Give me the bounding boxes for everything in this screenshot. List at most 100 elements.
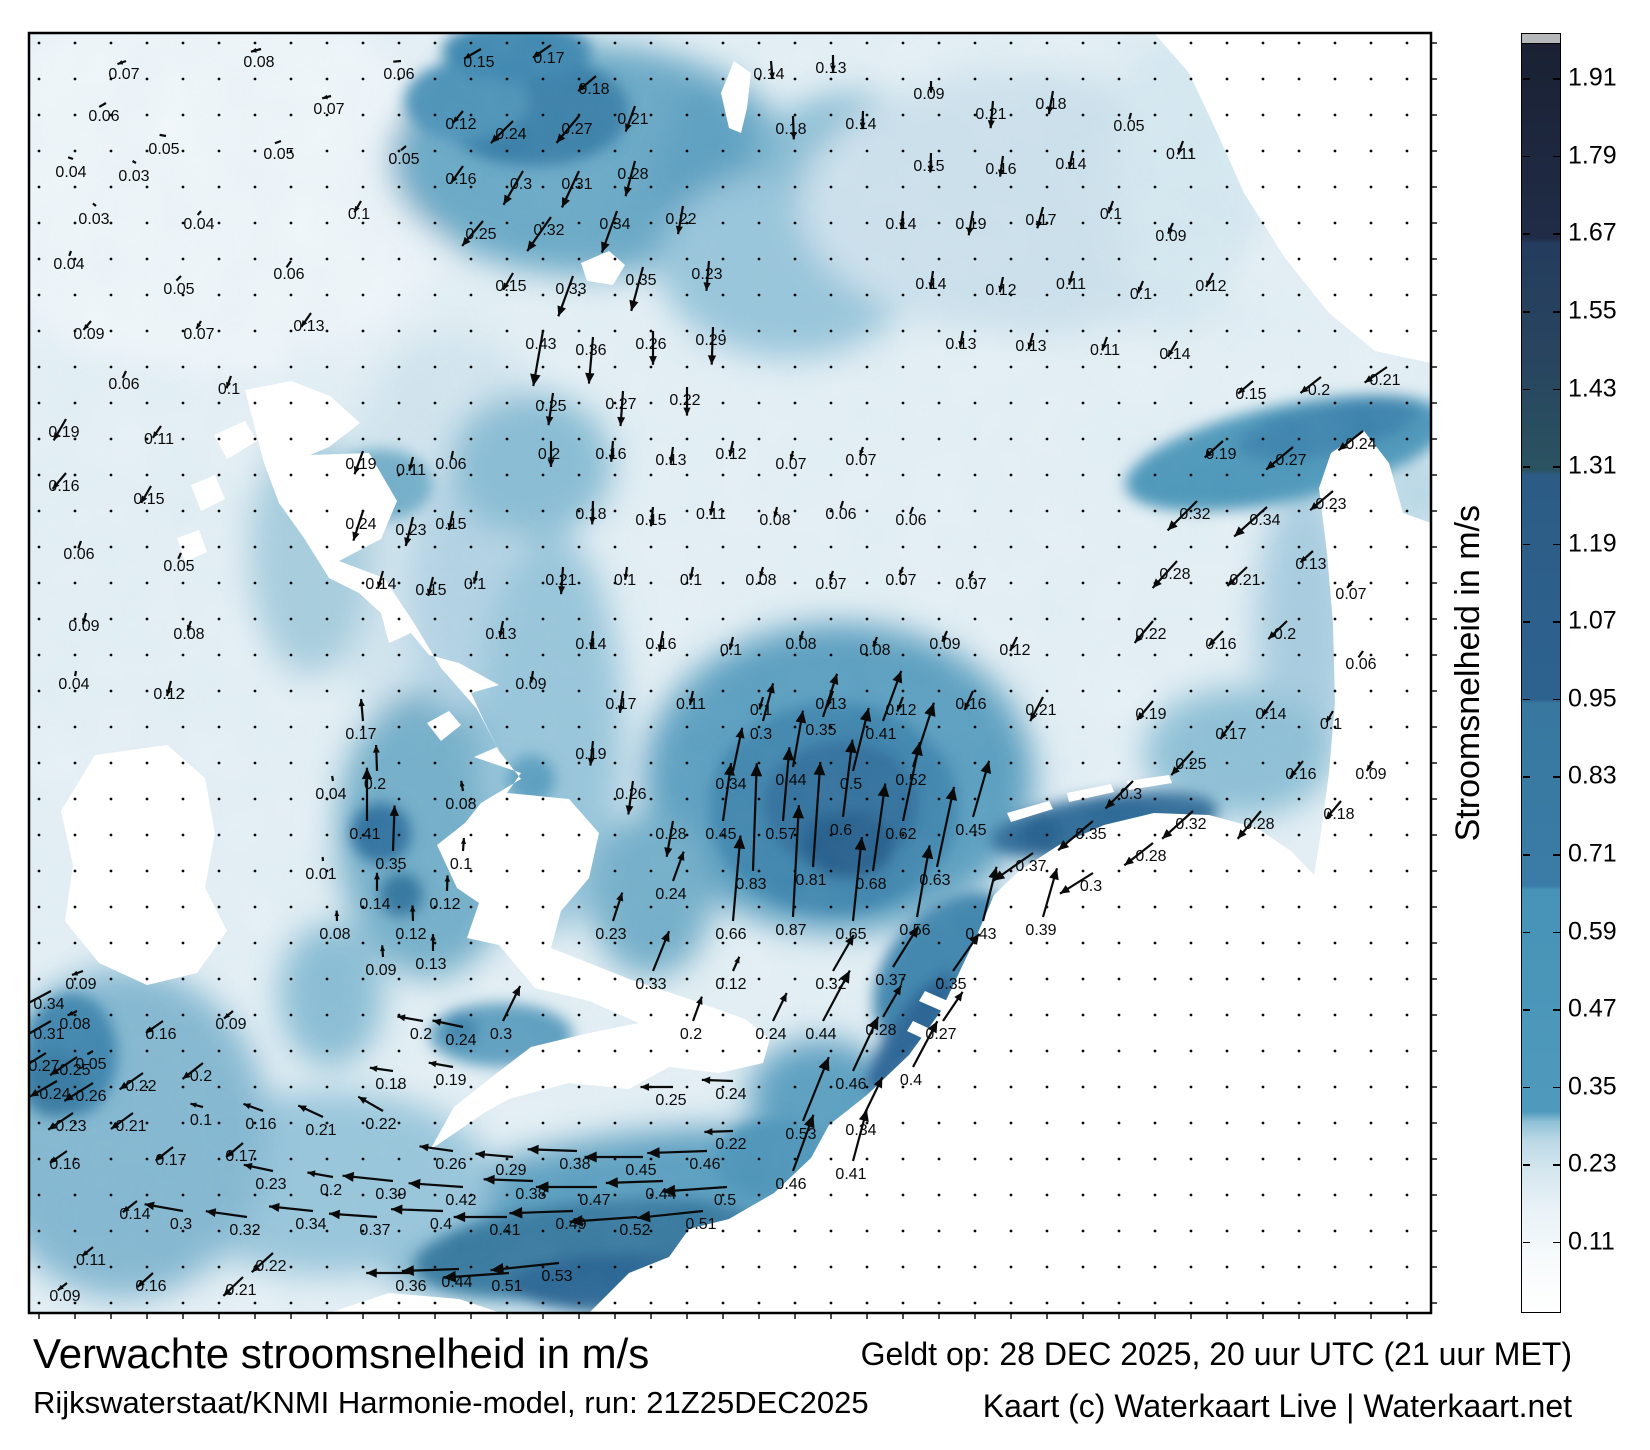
current-vector: 0.68 (855, 783, 890, 893)
current-vector: 0.3 (502, 170, 532, 206)
current-vector: 0.32 (526, 216, 565, 252)
current-vector: 0.26 (615, 780, 647, 815)
colorbar-tick-label: 1.19 (1568, 529, 1617, 558)
current-vector: 0.12 (985, 276, 1017, 299)
current-speed-value: 0.21 (617, 111, 648, 128)
current-speed-value: 0.24 (715, 1086, 746, 1103)
current-speed-value: 0.1 (190, 1112, 212, 1129)
current-vector: 0.13 (485, 620, 517, 643)
current-speed-value: 0.24 (755, 1026, 786, 1043)
current-vector: 0.28 (1236, 810, 1275, 840)
current-vector: 0.3 (750, 683, 775, 743)
current-speed-value: 0.09 (65, 976, 96, 993)
current-speed-value: 0.08 (859, 642, 890, 659)
current-vector: 0.2 (1299, 376, 1330, 399)
current-speed-value: 0.14 (359, 896, 390, 913)
current-vector: 0.07 (775, 450, 807, 473)
current-vector: 0.41 (865, 670, 903, 743)
current-vector: 0.06 (88, 102, 120, 125)
colorbar-tick-mark (1552, 1164, 1560, 1166)
current-vector: 0.24 (755, 992, 788, 1043)
current-speed-value: 0.41 (349, 826, 380, 843)
current-speed-value: 0.06 (825, 506, 856, 523)
current-vector: 0.22 (704, 1128, 747, 1153)
current-vector: 0.34 (715, 727, 747, 793)
current-vector: 0.13 (1295, 550, 1327, 573)
current-vector: 0.22 (118, 1072, 157, 1095)
current-speed-value: 0.03 (118, 168, 149, 185)
current-speed-value: 0.2 (680, 1026, 702, 1043)
colorbar-tick-label: 0.35 (1568, 1072, 1617, 1101)
current-speed-value: 0.65 (835, 926, 866, 943)
colorbar-tick-mark (1522, 1241, 1530, 1244)
current-vector: 0.81 (795, 761, 827, 889)
current-speed-value: 0.18 (575, 506, 606, 523)
current-speed-value: 0.18 (578, 81, 609, 98)
island-hebrides-2 (191, 475, 225, 511)
current-vector: 0.19 (1135, 700, 1167, 723)
current-speed-value: 0.23 (255, 1176, 286, 1193)
current-speed-value: 0.07 (313, 101, 344, 118)
current-vector: 0.15 (635, 506, 667, 529)
current-vector: 0.12 (1195, 272, 1227, 295)
colorbar-tick-mark (1522, 1086, 1530, 1089)
current-speed-value: 0.17 (225, 1148, 256, 1165)
colorbar-tick-mark (1552, 466, 1560, 468)
current-vector: 0.35 (1057, 820, 1107, 852)
current-speed-value: 0.11 (696, 506, 726, 523)
current-speed-value: 0.21 (1369, 372, 1400, 389)
land-brittany (329, 1293, 501, 1313)
current-speed-value: 0.15 (133, 491, 164, 508)
current-speed-value: 0.44 (805, 1026, 836, 1043)
current-vector: 0.33 (635, 930, 671, 993)
current-speed-value: 0.14 (885, 216, 916, 233)
current-vector: 0.25 (640, 1083, 687, 1109)
current-vector: 0.12 (715, 440, 747, 463)
current-speed-value: 0.18 (775, 121, 806, 138)
current-speed-value: 0.41 (835, 1166, 866, 1183)
current-vector: 0.09 (913, 81, 945, 103)
current-vector: 0.29 (475, 1150, 527, 1179)
current-vector: 0.08 (785, 630, 817, 653)
current-speed-value: 0.22 (125, 1078, 156, 1095)
colorbar-tick-mark (1552, 776, 1560, 779)
current-speed-value: 0.24 (39, 1086, 70, 1103)
current-vector: 0.17 (532, 44, 565, 67)
current-vector: 0.24 (29, 1080, 71, 1103)
colorbar-overflow-cap (1522, 34, 1560, 44)
current-vector: 0.11 (696, 500, 726, 523)
current-speed-value: 0.24 (655, 886, 686, 903)
current-speed-value: 0.05 (388, 151, 419, 168)
current-speed-value: 0.04 (58, 676, 89, 693)
current-vector: 0.21 (617, 105, 649, 133)
current-speed-value: 0.11 (1166, 146, 1196, 163)
colorbar-tick-mark (1552, 931, 1560, 934)
current-vector: 0.15 (463, 48, 495, 71)
current-vector: 0.13 (1015, 332, 1047, 355)
current-vector: 0.01 (305, 856, 337, 883)
current-speed-value: 0.16 (445, 171, 476, 188)
current-vector: 0.14 (845, 110, 877, 133)
current-vector: 0.62 (885, 741, 923, 843)
current-vector: 0.09 (215, 1010, 247, 1033)
current-speed-value: 0.11 (1056, 276, 1086, 293)
current-vector: 0.32 (1166, 500, 1211, 532)
current-speed-value: 0.14 (1159, 346, 1190, 363)
current-speed-value: 0.32 (533, 222, 564, 239)
current-vector: 0.17 (154, 1146, 187, 1169)
current-speed-value: 0.15 (435, 516, 466, 533)
current-speed-value: 0.03 (78, 211, 109, 228)
current-speed-value: 0.05 (163, 558, 194, 575)
current-vector: 0.07 (845, 446, 877, 469)
current-speed-value: 0.19 (48, 424, 79, 441)
current-vector: 0.1 (1320, 710, 1342, 733)
current-speed-value: 0.5 (840, 776, 862, 793)
current-speed-value: 0.45 (705, 826, 736, 843)
land-norway (1154, 33, 1431, 363)
current-vector: 0.19 (48, 418, 80, 441)
current-speed-value: 0.3 (510, 176, 532, 193)
current-speed-value: 0.01 (305, 866, 336, 883)
current-vector: 0.04 (53, 250, 85, 273)
current-speed-value: 0.09 (68, 618, 99, 635)
current-speed-value: 0.31 (33, 1026, 64, 1043)
